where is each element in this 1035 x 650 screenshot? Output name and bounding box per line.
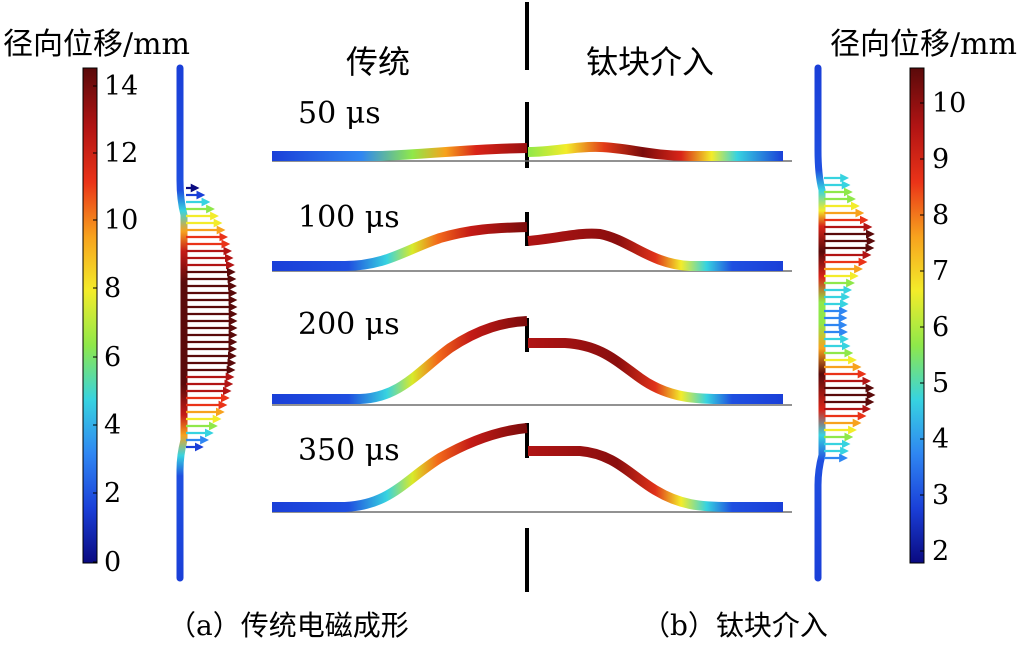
time-label-100us: 100 μs bbox=[298, 200, 400, 235]
left-displacement-arrows bbox=[186, 183, 238, 452]
time-label-50us: 50 μs bbox=[298, 96, 381, 131]
right-tick-label: 2 bbox=[932, 536, 950, 567]
caption-a: （a）传统电磁成形 bbox=[168, 609, 409, 642]
right-tick-label: 6 bbox=[932, 312, 950, 343]
right-tick-label: 10 bbox=[932, 88, 967, 119]
right-colorbar-ticks bbox=[920, 102, 924, 552]
right-displacement-arrows bbox=[824, 173, 876, 463]
caption-b: （b）钛块介入 bbox=[642, 609, 828, 642]
profile-50us bbox=[272, 141, 783, 161]
left-tick-label: 14 bbox=[104, 71, 139, 102]
left-tick-label: 2 bbox=[104, 478, 122, 509]
profile-100us bbox=[272, 222, 783, 271]
left-tube bbox=[176, 64, 238, 582]
right-tick-label: 5 bbox=[932, 368, 950, 399]
header-titanium: 钛块介入 bbox=[586, 43, 715, 81]
left-tick-label: 12 bbox=[104, 138, 139, 169]
left-tick-label: 4 bbox=[104, 410, 122, 441]
left-tick-label: 6 bbox=[104, 342, 122, 373]
right-tick-label: 7 bbox=[932, 256, 950, 287]
left-tick-label: 8 bbox=[104, 273, 122, 304]
right-tick-label: 3 bbox=[932, 480, 950, 511]
right-colorbar-unit: 径向位移/mm bbox=[830, 27, 1018, 62]
left-colorbar bbox=[82, 67, 98, 564]
right-tick-label: 4 bbox=[932, 424, 950, 455]
profile-200us bbox=[272, 316, 783, 404]
right-tube bbox=[814, 64, 876, 582]
right-tick-label: 9 bbox=[932, 144, 950, 175]
time-label-350us: 350 μs bbox=[298, 433, 400, 468]
header-traditional: 传统 bbox=[346, 43, 411, 81]
time-label-200us: 200 μs bbox=[298, 307, 400, 342]
left-colorbar-ticks bbox=[93, 85, 97, 563]
left-tick-label: 0 bbox=[104, 547, 122, 578]
profile-350us bbox=[272, 423, 783, 512]
right-tick-label: 8 bbox=[932, 200, 950, 231]
right-colorbar bbox=[909, 67, 925, 564]
left-tick-label: 10 bbox=[104, 205, 139, 236]
left-colorbar-unit: 径向位移/mm bbox=[3, 27, 191, 62]
